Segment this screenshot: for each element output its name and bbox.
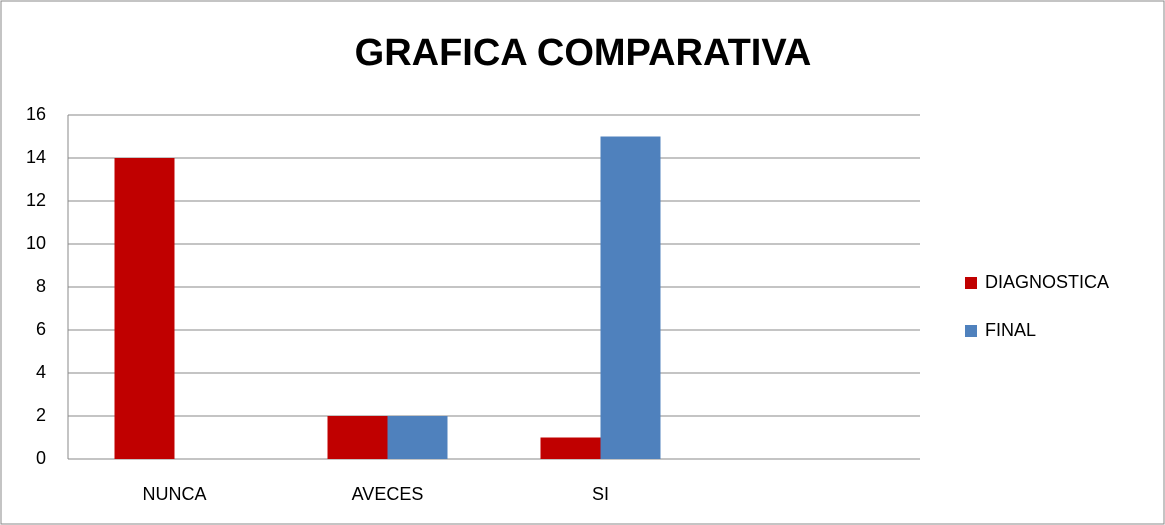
y-tick-label: 14 <box>26 147 46 167</box>
y-tick-label: 4 <box>36 362 46 382</box>
y-tick-label: 0 <box>36 448 46 468</box>
y-tick-label: 16 <box>26 104 46 124</box>
bar <box>327 416 388 459</box>
chart-title: GRAFICA COMPARATIVA <box>355 32 812 74</box>
x-tick-label: AVECES <box>352 484 424 504</box>
y-tick-label: 2 <box>36 405 46 425</box>
y-tick-label: 8 <box>36 276 46 296</box>
y-tick-label: 6 <box>36 319 46 339</box>
y-tick-label: 12 <box>26 190 46 210</box>
bar <box>540 437 601 459</box>
x-tick-label: NUNCA <box>142 484 206 504</box>
legend-swatch <box>965 325 977 337</box>
legend-label: DIAGNOSTICA <box>985 272 1109 292</box>
legend-swatch <box>965 277 977 289</box>
bar <box>387 416 448 459</box>
bar <box>114 158 175 459</box>
legend-label: FINAL <box>985 320 1036 340</box>
y-tick-label: 10 <box>26 233 46 253</box>
x-tick-label: SI <box>592 484 609 504</box>
bar <box>600 136 661 459</box>
